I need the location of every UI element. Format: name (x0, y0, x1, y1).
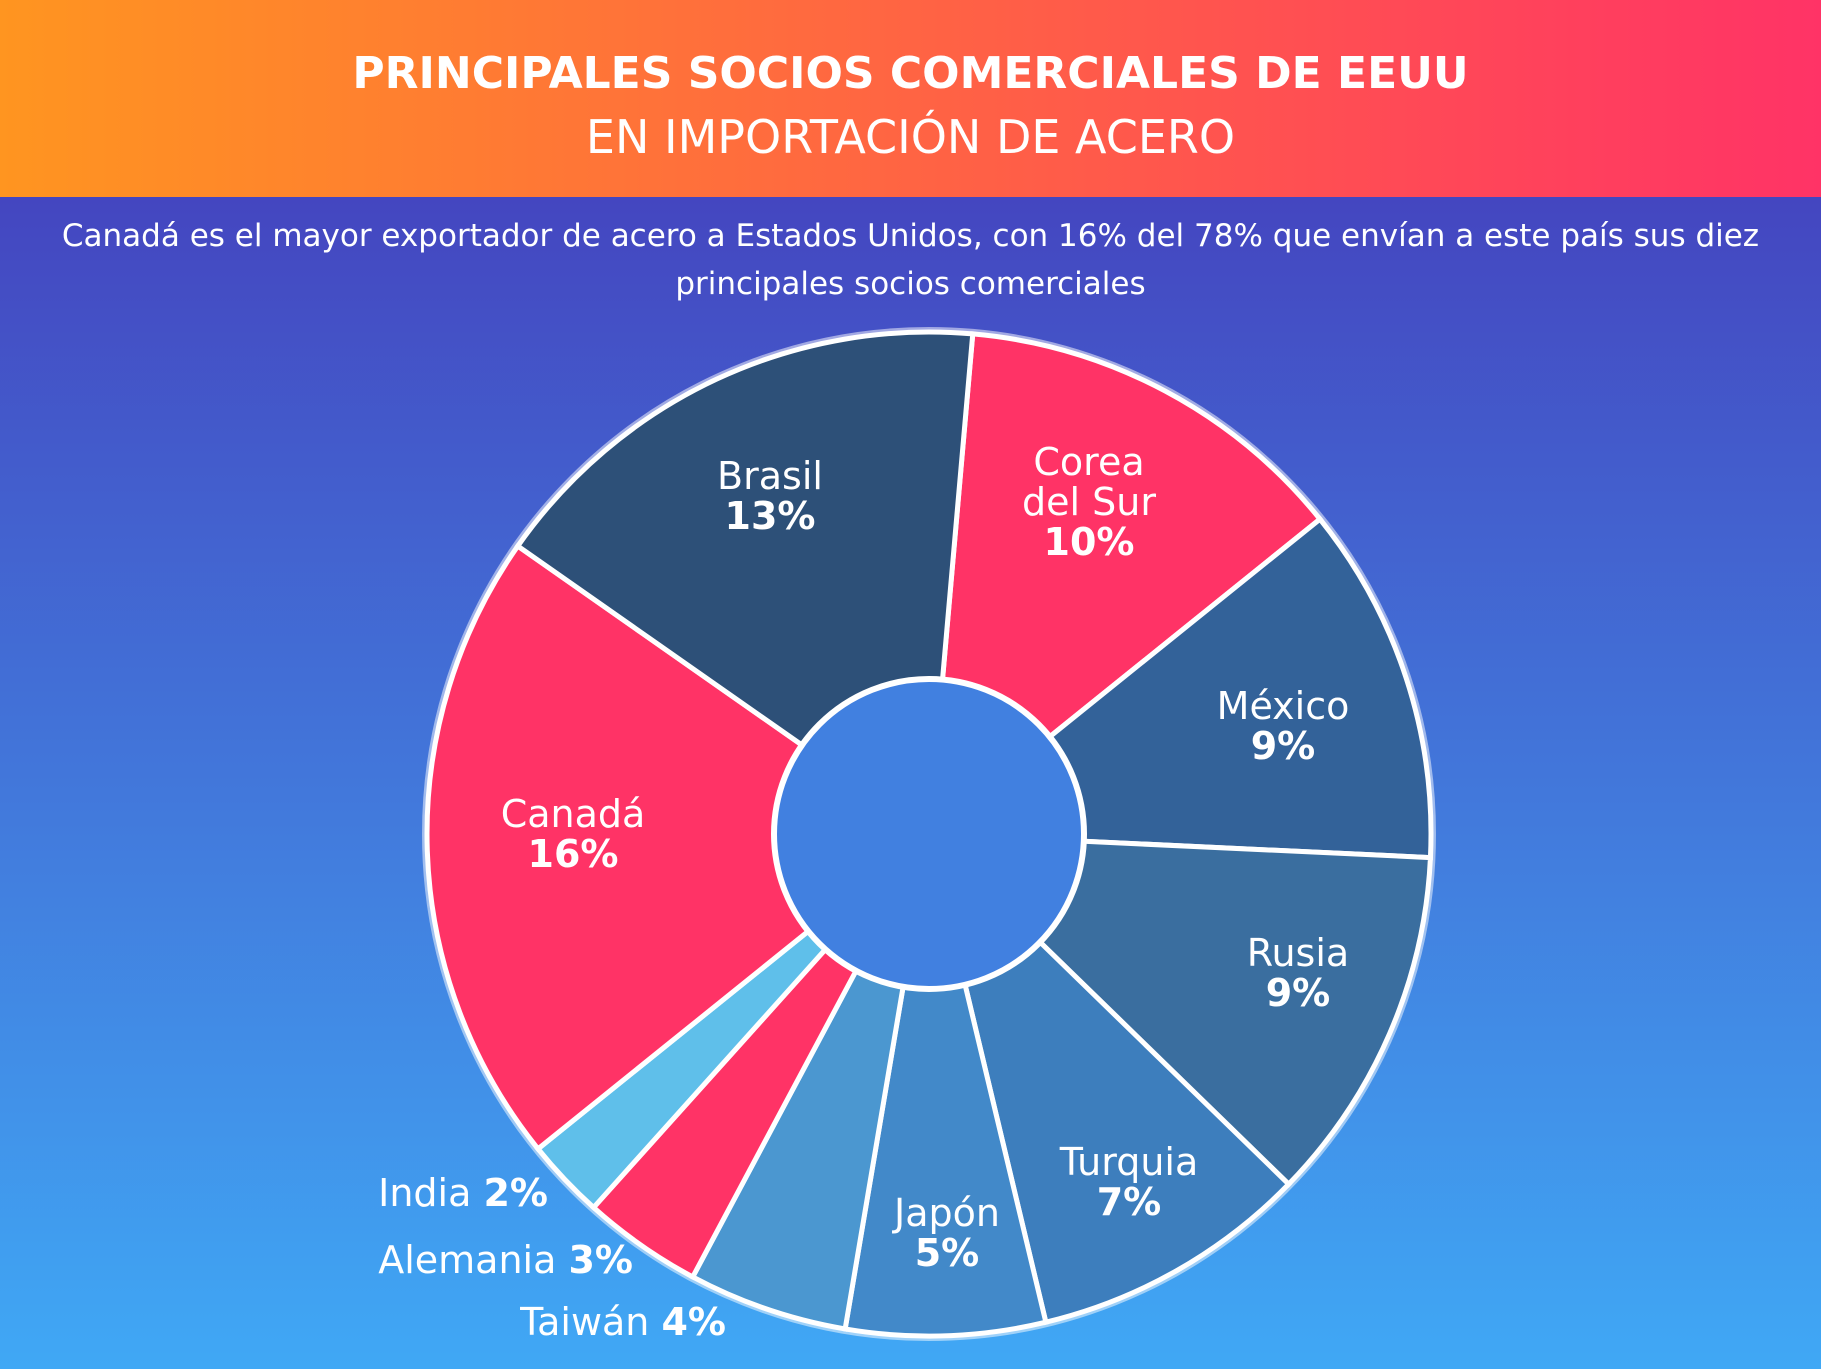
value-label: 7% (1096, 1180, 1162, 1224)
category-label: Brasil (717, 454, 823, 498)
header: PRINCIPALES SOCIOS COMERCIALES DE EEUU E… (0, 0, 1821, 197)
value-label: 9% (1265, 971, 1331, 1015)
category-label: Rusia (1246, 931, 1350, 975)
slice-label: India 2% (378, 1171, 548, 1215)
category-label: Turquia (1059, 1140, 1199, 1184)
slice-label: Taiwán 4% (520, 1300, 726, 1344)
chart-title: PRINCIPALES SOCIOS COMERCIALES DE EEUU (352, 48, 1469, 99)
category-label: Taiwán (520, 1300, 650, 1344)
category-label: India (378, 1171, 472, 1215)
value-label: 5% (914, 1231, 980, 1275)
slice-label: Rusia 9% (1198, 933, 1398, 1013)
category-label: Canadá (500, 792, 646, 836)
description: Canadá es el mayor exportador de acero a… (61, 218, 1760, 302)
value-label: 9% (1250, 724, 1316, 768)
chart-subtitle: EN IMPORTACIÓN DE ACERO (585, 110, 1236, 164)
slice-label: Brasil 13% (670, 456, 870, 536)
value-label: 10% (1043, 520, 1135, 564)
donut-hole (771, 676, 1087, 992)
slice-label: Japón 5% (847, 1193, 1047, 1273)
value-label: 13% (724, 494, 816, 538)
slice-label: Alemania 3% (378, 1238, 633, 1282)
category-label: Japón (894, 1191, 1000, 1235)
value-label: 2% (483, 1171, 548, 1215)
value-label: 3% (568, 1238, 633, 1282)
outer-glow (422, 327, 1436, 1341)
slice-label: Corea del Sur 10% (1004, 442, 1174, 562)
slice-label: Turquia 7% (1029, 1142, 1229, 1222)
slice-label: México 9% (1183, 686, 1383, 766)
value-label: 16% (527, 832, 619, 876)
category-label: México (1216, 684, 1350, 728)
slice-label: Canadá 16% (473, 794, 673, 874)
category-label: Alemania (378, 1238, 557, 1282)
category-label: Corea del Sur (1022, 440, 1156, 524)
value-label: 4% (661, 1300, 726, 1344)
